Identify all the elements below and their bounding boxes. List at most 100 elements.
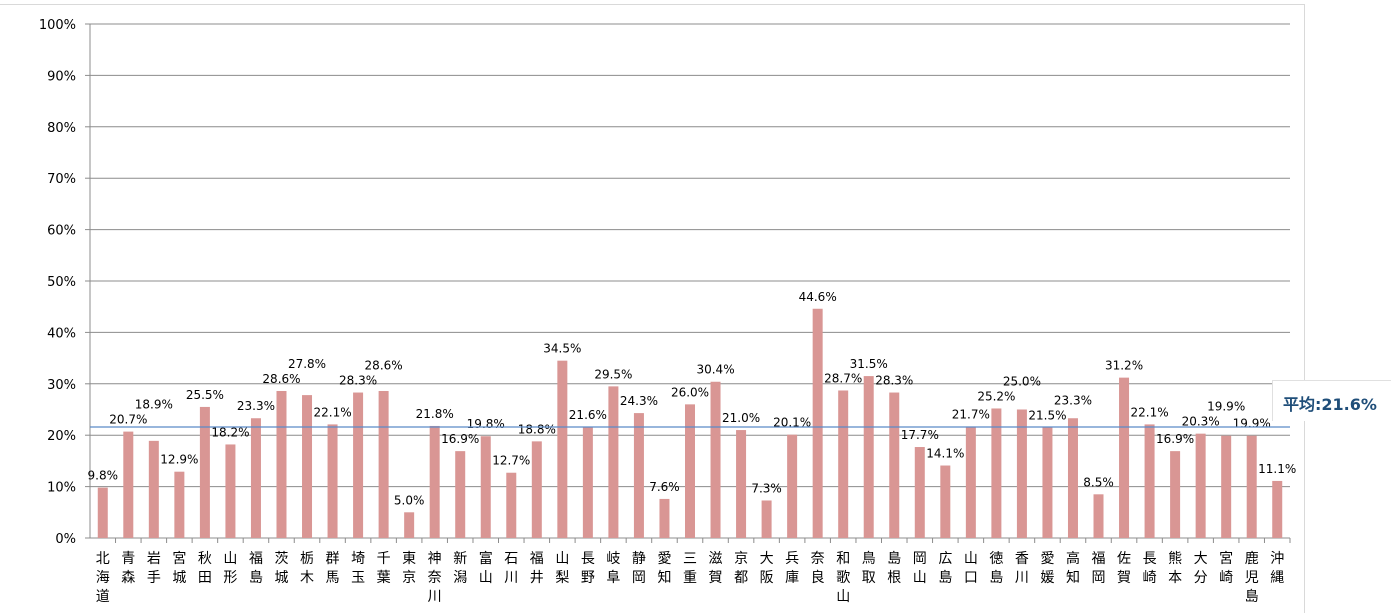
y-tick-label: 90% bbox=[47, 69, 76, 84]
bar bbox=[761, 500, 772, 538]
x-tick-label: 北海道 bbox=[96, 551, 110, 605]
x-tick-label: 奈良 bbox=[811, 551, 825, 586]
bar bbox=[276, 390, 287, 538]
bar bbox=[812, 308, 823, 538]
y-tick-label: 20% bbox=[47, 429, 76, 444]
bar bbox=[1221, 435, 1232, 538]
bar bbox=[863, 376, 874, 538]
chart-frame bbox=[0, 4, 1305, 613]
data-label: 31.2% bbox=[1105, 359, 1143, 373]
x-tick-label: 福井 bbox=[530, 551, 544, 586]
bar bbox=[582, 426, 593, 538]
y-tick-label: 30% bbox=[47, 378, 76, 393]
data-label: 25.5% bbox=[186, 388, 224, 402]
bar bbox=[123, 431, 134, 538]
x-tick-label: 長野 bbox=[581, 551, 595, 586]
x-tick-label: 福岡 bbox=[1092, 551, 1106, 586]
y-tick-label: 40% bbox=[47, 326, 76, 341]
data-label: 19.8% bbox=[467, 417, 505, 431]
y-tick-label: 60% bbox=[47, 224, 76, 239]
x-tick-label: 埼玉 bbox=[351, 551, 365, 586]
data-label: 18.2% bbox=[211, 425, 249, 439]
bar bbox=[250, 418, 261, 538]
bar bbox=[199, 406, 210, 538]
x-tick-label: 石川 bbox=[504, 551, 518, 586]
x-tick-label: 青森 bbox=[121, 551, 135, 586]
x-tick-label: 佐賀 bbox=[1117, 551, 1131, 586]
data-label: 20.3% bbox=[1182, 415, 1220, 429]
bar bbox=[1195, 433, 1206, 538]
bar bbox=[1272, 480, 1283, 538]
data-label: 11.1% bbox=[1258, 462, 1296, 476]
bar bbox=[97, 487, 108, 538]
y-tick-label: 10% bbox=[47, 481, 76, 496]
bar bbox=[1093, 494, 1104, 538]
bar bbox=[327, 424, 338, 538]
x-tick-label: 香川 bbox=[1015, 551, 1029, 586]
x-tick-label: 熊本 bbox=[1168, 551, 1182, 586]
x-tick-label: 沖縄 bbox=[1270, 551, 1284, 586]
bar bbox=[965, 426, 976, 538]
x-tick-label: 東京 bbox=[402, 551, 416, 586]
x-tick-label: 岩手 bbox=[147, 551, 161, 586]
x-tick-label: 宮崎 bbox=[1219, 551, 1233, 586]
x-tick-label: 秋田 bbox=[198, 551, 212, 586]
y-tick-label: 0% bbox=[55, 532, 76, 547]
x-tick-label: 宮城 bbox=[172, 551, 186, 586]
x-tick-label: 長崎 bbox=[1143, 551, 1157, 586]
x-tick-label: 徳島 bbox=[989, 551, 1003, 586]
y-tick-label: 70% bbox=[47, 172, 76, 187]
data-label: 26.0% bbox=[671, 385, 709, 399]
bar bbox=[353, 392, 364, 538]
bar bbox=[736, 430, 747, 538]
x-tick-label: 滋賀 bbox=[709, 551, 723, 586]
x-tick-label: 福島 bbox=[249, 551, 263, 586]
data-label: 28.7% bbox=[824, 371, 862, 385]
data-label: 18.9% bbox=[135, 398, 173, 412]
bar bbox=[889, 392, 900, 538]
data-label: 28.3% bbox=[875, 374, 913, 388]
bar bbox=[608, 386, 619, 538]
data-label: 22.1% bbox=[313, 405, 351, 419]
data-label: 28.3% bbox=[339, 374, 377, 388]
data-label: 34.5% bbox=[543, 342, 581, 356]
bar bbox=[148, 440, 159, 538]
bar bbox=[1067, 418, 1078, 538]
data-label: 12.9% bbox=[160, 453, 198, 467]
data-label: 28.6% bbox=[262, 372, 300, 386]
data-label: 24.3% bbox=[620, 394, 658, 408]
data-label: 21.0% bbox=[722, 411, 760, 425]
data-label: 22.1% bbox=[1131, 405, 1169, 419]
x-tick-label: 鳥取 bbox=[862, 551, 876, 586]
x-tick-label: 大阪 bbox=[760, 551, 774, 586]
bar bbox=[531, 441, 542, 538]
x-tick-label: 岐阜 bbox=[606, 551, 620, 586]
data-label: 25.2% bbox=[977, 389, 1015, 403]
bar bbox=[480, 436, 491, 538]
bar bbox=[225, 444, 236, 538]
x-tick-label: 新潟 bbox=[453, 551, 467, 586]
data-label: 27.8% bbox=[288, 357, 326, 371]
data-label: 19.9% bbox=[1233, 417, 1271, 431]
y-tick-label: 50% bbox=[47, 275, 76, 290]
x-tick-label: 山梨 bbox=[555, 551, 569, 586]
average-label: 平均:21.6% bbox=[1283, 395, 1377, 414]
x-tick-label: 富山 bbox=[479, 550, 493, 586]
bar bbox=[429, 425, 440, 538]
y-tick-label: 100% bbox=[39, 18, 76, 33]
data-label: 14.1% bbox=[926, 447, 964, 461]
x-tick-label: 山形 bbox=[223, 551, 237, 586]
bar bbox=[787, 434, 798, 538]
data-label: 30.4% bbox=[696, 363, 734, 377]
data-label: 44.6% bbox=[799, 290, 837, 304]
data-label: 8.5% bbox=[1083, 475, 1114, 489]
x-tick-label: 三重 bbox=[683, 551, 697, 586]
data-label: 23.3% bbox=[237, 399, 275, 413]
bar bbox=[659, 498, 670, 538]
x-tick-label: 千葉 bbox=[377, 551, 391, 586]
data-label: 28.6% bbox=[365, 359, 403, 373]
bar bbox=[991, 408, 1002, 538]
bar bbox=[838, 390, 849, 538]
data-label: 16.9% bbox=[441, 432, 479, 446]
bar bbox=[1170, 451, 1181, 538]
